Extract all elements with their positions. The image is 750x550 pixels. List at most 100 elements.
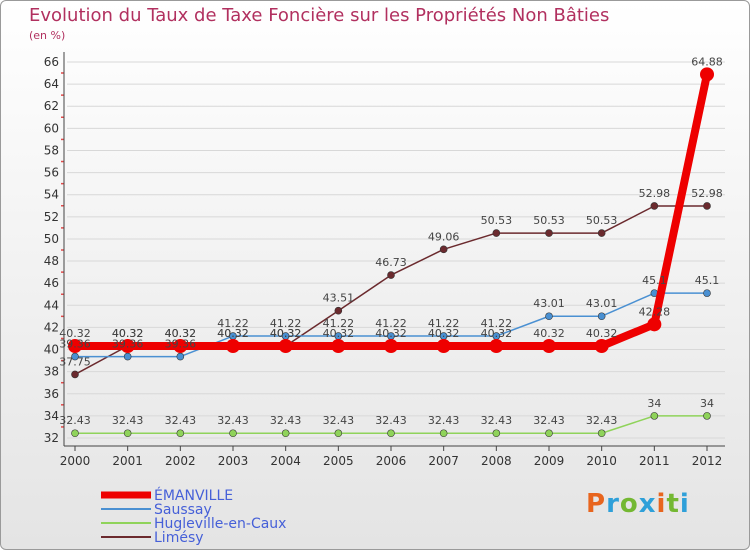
data-label: 40.32 [112, 327, 144, 340]
data-point [650, 412, 659, 420]
data-point [439, 245, 448, 254]
data-point [597, 429, 606, 438]
data-label: 40.32 [217, 327, 249, 340]
data-point [334, 306, 343, 315]
y-tick-label: 56 [44, 166, 59, 180]
data-label: 32.43 [323, 414, 355, 427]
axes: 32 34 36 38 40 42 44 46 48 50 52 54 56 58 60 62 64 66 2000… [44, 52, 725, 468]
data-point [229, 429, 237, 438]
data-point [594, 338, 609, 353]
y-tick-label: 54 [44, 188, 59, 202]
data-label: 32.43 [112, 414, 144, 427]
logo-letter: o [619, 489, 639, 519]
data-point [700, 67, 714, 82]
data-label: 45.1 [695, 274, 720, 287]
data-point [647, 317, 662, 332]
x-tick-label: 2000 [60, 454, 91, 468]
data-point [597, 312, 606, 321]
data-label: 40.32 [375, 327, 407, 340]
data-point [176, 352, 185, 361]
data-point [71, 352, 79, 361]
logo-letter: r [606, 489, 620, 519]
data-label: 43.01 [586, 297, 618, 310]
data-label: 32.43 [586, 414, 618, 427]
proxiti-logo: Proxiti [586, 489, 690, 519]
data-point [387, 271, 395, 279]
data-label: 37.75 [59, 355, 91, 368]
series-group [68, 67, 714, 438]
data-label: 39.36 [165, 338, 197, 351]
legend-label: Limésy [154, 530, 204, 546]
data-label: 40.32 [481, 327, 513, 340]
data-label: 50.53 [586, 214, 618, 227]
data-label: 40.32 [270, 327, 302, 340]
x-tick-label: 2009 [534, 454, 565, 468]
logo-letter: x [638, 489, 657, 519]
y-tick-label: 62 [44, 99, 59, 113]
y-tick-label: 34 [44, 409, 59, 423]
data-label: 43.01 [533, 297, 565, 310]
data-label: 32.43 [165, 414, 197, 427]
data-label: 50.53 [533, 214, 565, 227]
data-label: 41.22 [428, 317, 460, 330]
data-point [489, 338, 504, 353]
data-label: 39.36 [59, 338, 91, 351]
data-label: 40.32 [217, 327, 249, 340]
x-tick-label: 2004 [270, 454, 301, 468]
y-tick-label: 46 [44, 276, 59, 290]
y-tick-label: 38 [44, 365, 59, 379]
y-tick-label: 42 [44, 320, 59, 334]
data-point [492, 429, 501, 438]
x-tick-label: 2006 [376, 454, 407, 468]
data-point [226, 338, 240, 353]
x-tick-label: 2005 [323, 454, 354, 468]
data-label: 40.32 [112, 327, 144, 340]
data-label: 32.43 [59, 414, 91, 427]
data-label: 32.43 [270, 414, 302, 427]
data-label: 40.32 [586, 327, 618, 340]
data-label: 52.98 [639, 187, 671, 200]
y-tick-label: 36 [44, 387, 59, 401]
unit-label: (en %) [29, 29, 66, 42]
data-label: 49.06 [428, 230, 460, 243]
legend-label: ÉMANVILLE [154, 487, 233, 504]
data-label: 41.22 [323, 317, 355, 330]
data-point [120, 338, 135, 353]
x-tick-label: 2012 [692, 454, 723, 468]
data-label: 34 [647, 397, 661, 410]
y-tick-label: 64 [44, 77, 59, 91]
data-label: 39.36 [112, 338, 144, 351]
x-tick-label: 2007 [428, 454, 459, 468]
data-label: 41.22 [270, 317, 302, 330]
data-point [439, 429, 448, 438]
data-labels: 37.75 40.32 40.32 40.32 40.32 43.51 46.73 49.06… [59, 55, 723, 427]
y-tick-label: 44 [44, 298, 59, 312]
data-label: 64.88 [691, 55, 723, 68]
y-tick-label: 48 [44, 254, 59, 268]
data-point [703, 412, 711, 420]
data-point [281, 429, 290, 438]
data-label: 32.43 [533, 414, 565, 427]
logo-letter: P [586, 489, 607, 519]
y-tick-label: 58 [44, 143, 59, 157]
y-tick-label: 40 [44, 343, 59, 357]
y-tick-label: 50 [44, 232, 59, 246]
data-point [545, 429, 553, 438]
data-point [331, 338, 346, 353]
data-label: 41.22 [217, 317, 249, 330]
data-label: 34 [700, 397, 714, 410]
data-point [597, 229, 606, 237]
y-tick-label: 32 [44, 431, 59, 445]
x-tick-label: 2001 [112, 454, 143, 468]
data-label: 52.98 [691, 187, 723, 200]
data-label: 43.51 [323, 292, 355, 305]
x-tick-label: 2010 [586, 454, 617, 468]
x-tick-label: 2003 [218, 454, 249, 468]
data-point [545, 229, 553, 237]
y-tick-label: 52 [44, 210, 59, 224]
data-point [545, 312, 553, 321]
data-point [384, 338, 398, 353]
data-label: 40.32 [270, 327, 302, 340]
